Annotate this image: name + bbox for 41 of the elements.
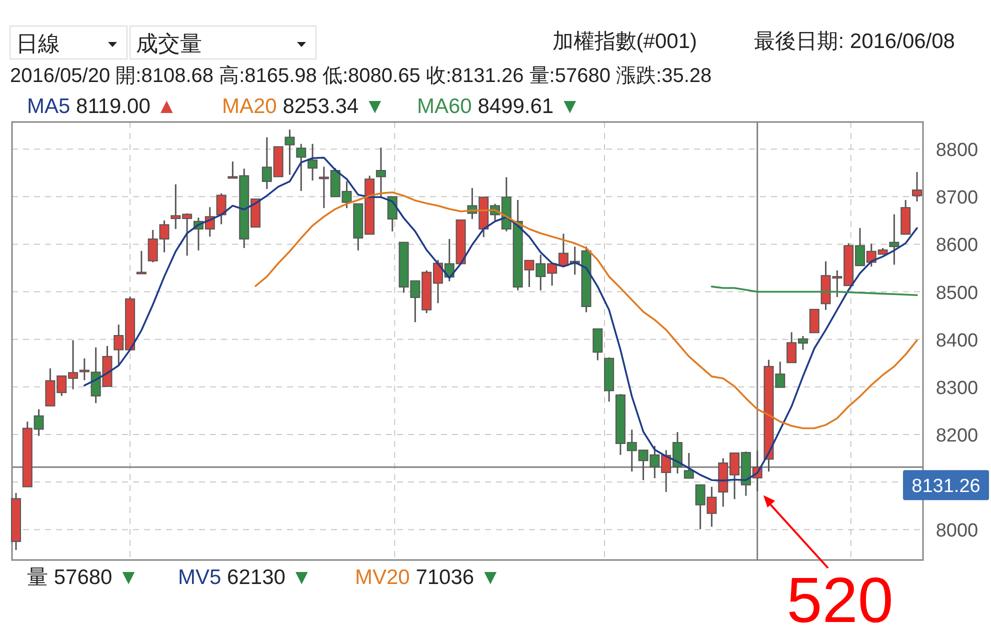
text: 日線 <box>16 31 60 56</box>
candlestick <box>809 308 820 334</box>
text: MA20 <box>222 95 277 118</box>
y-tick-label: 8600 <box>936 235 978 256</box>
text: MV5 <box>178 566 222 589</box>
candlestick <box>296 143 306 192</box>
candlestick <box>684 452 694 479</box>
ref-label: 8131.26 <box>903 470 989 500</box>
candlestick <box>889 214 900 266</box>
y-tick-label: 8800 <box>936 140 978 162</box>
text: 71036 ▼ <box>416 566 501 589</box>
text: MA60 <box>417 95 472 118</box>
text: MA5 <box>27 95 70 118</box>
chart-title: 加權指數(#001) <box>552 30 697 53</box>
text: 520 <box>786 564 894 636</box>
candlestick <box>136 250 146 274</box>
text: 8119.00 ▲ <box>76 95 178 118</box>
y-tick-label: 8700 <box>936 188 978 209</box>
candlestick <box>308 143 318 182</box>
y-tick-label: 8300 <box>936 378 978 399</box>
text: MV20 <box>355 566 410 589</box>
text: 8253.34 ▼ <box>282 95 386 118</box>
line-series <box>710 286 918 296</box>
candlestick <box>912 171 922 202</box>
candlestick <box>592 328 603 362</box>
candlestick <box>376 146 386 199</box>
text: 8499.61 ▼ <box>478 95 580 118</box>
candlestick <box>387 196 398 232</box>
chart-subtitle: 最後日期: 2016/06/08 <box>754 30 955 53</box>
text: 62130 ▼ <box>227 566 312 589</box>
y-tick-label: 8400 <box>936 330 978 352</box>
y-tick-label: 8500 <box>936 282 978 304</box>
text: 量 57680 ▼ <box>27 566 139 589</box>
line-series <box>254 191 918 430</box>
text: 成交量 <box>136 31 202 56</box>
y-tick-label: 8000 <box>936 520 978 542</box>
text: 2016/05/20 開:8108.68 高:8165.98 低:8080.65 收:8131.26 量:57680 漲跌:35.28 <box>10 64 712 87</box>
y-tick-label: 8200 <box>936 425 978 446</box>
candlestick <box>284 128 295 176</box>
ref-line-label: 8131.26 <box>912 476 980 498</box>
candlestick <box>216 192 226 225</box>
